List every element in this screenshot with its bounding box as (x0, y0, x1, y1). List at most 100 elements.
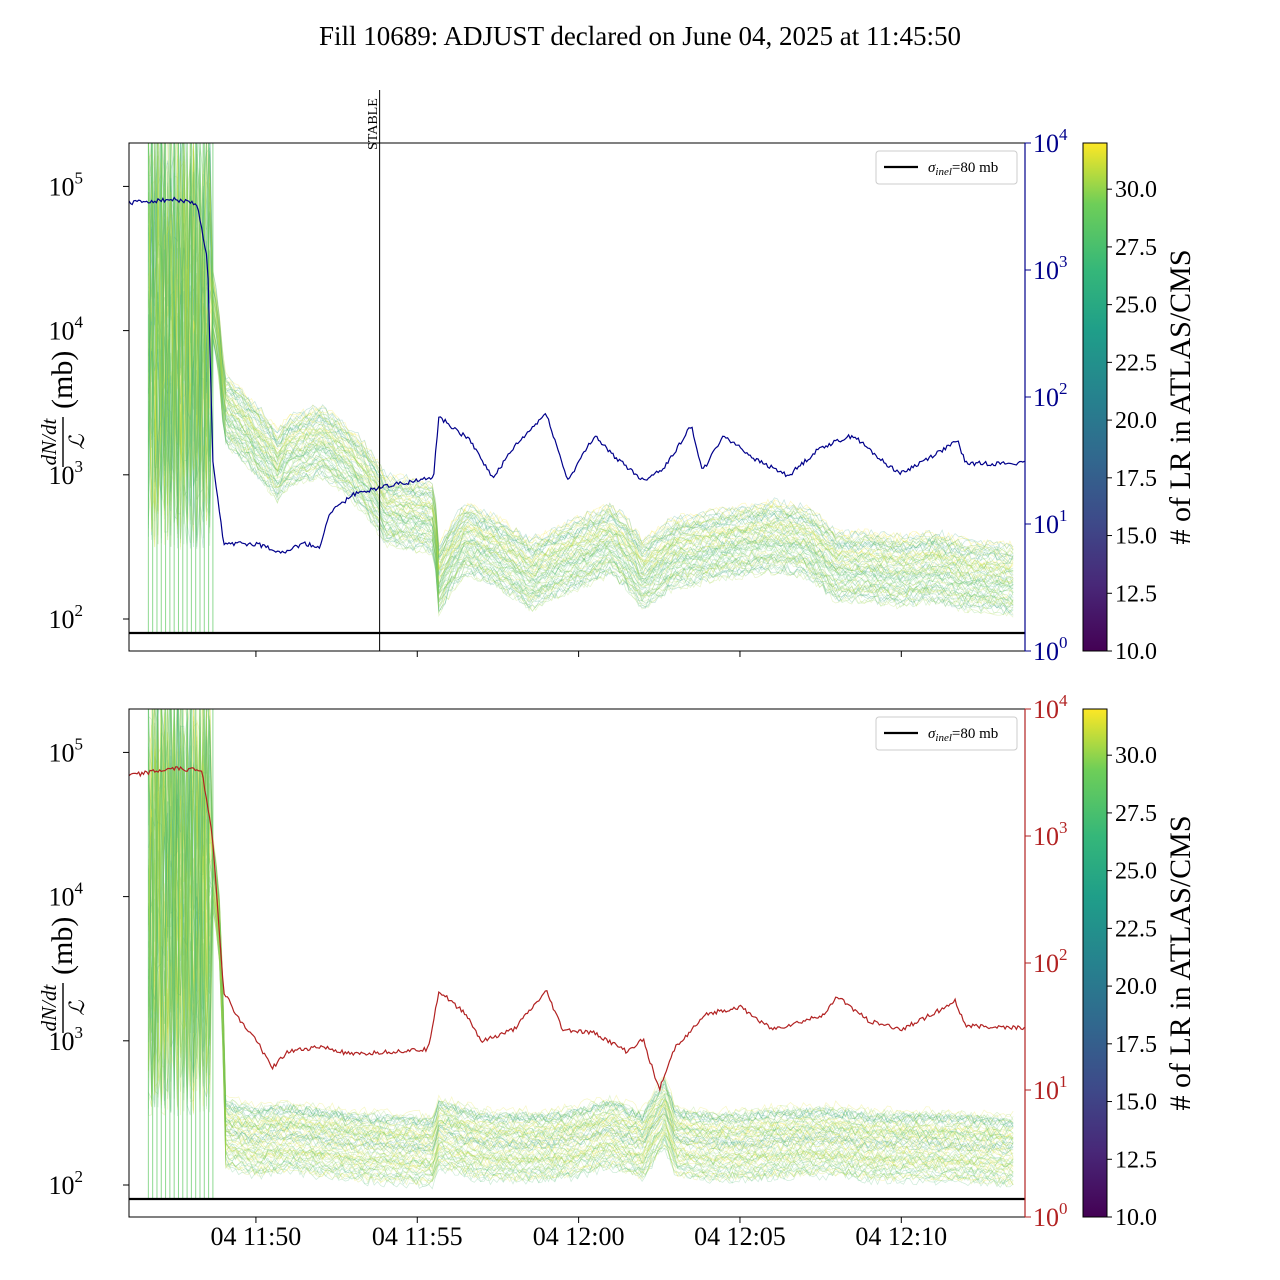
bottom-bunch-trace (148, 709, 1014, 1190)
top-bunch-trace (148, 143, 1014, 616)
bottom-bunch-trace (148, 709, 1014, 1140)
top-bunch-trace (148, 143, 1014, 572)
top-bunch-trace (148, 143, 1014, 566)
top-bunch-trace (148, 143, 1014, 576)
top-bunch-trace (148, 143, 1014, 586)
bottom-legend: σinel=80 mb (875, 716, 1018, 751)
bottom-bunch-trace (148, 709, 1014, 1155)
top-colorbar-tick-label: 25.0 (1115, 293, 1157, 319)
bottom-bunch-trace (148, 709, 1014, 1129)
bottom-bunch-trace (148, 709, 1014, 1141)
top-right-ytick-label: 102 (1033, 379, 1068, 412)
top-bunch-trace (148, 143, 1014, 607)
bottom-bunch-trace (148, 713, 1014, 1166)
bottom-bunch-trace (148, 709, 1014, 1133)
top-bunch-trace (148, 143, 1014, 577)
top-colorbar-tick-label: 15.0 (1115, 524, 1157, 550)
top-colorbar-label: # of LR in ATLAS/CMS (1164, 249, 1197, 544)
bottom-bunch-trace (148, 709, 1014, 1143)
bottom-bunch-trace (148, 709, 1014, 1130)
bottom-bunch-trace (148, 709, 1014, 1140)
bottom-bunch-trace (148, 716, 1014, 1159)
bottom-bunch-trace (148, 709, 1014, 1172)
bottom-colorbar-tick-label: 15.0 (1115, 1090, 1157, 1116)
bottom-colorbar: 10.0 12.5 15.0 17.5 20.0 22.5 25.0 27.5 30.0 # o… (1082, 708, 1197, 1231)
bottom-bunch-trace (148, 709, 1014, 1127)
top-bunch-trace (148, 143, 1014, 558)
top-y-axis-label: dN/dt ℒ (mb) (37, 351, 89, 467)
bottom-bunch-trace (148, 709, 1014, 1186)
bottom-plot-area (129, 709, 1025, 1201)
bottom-bunch-trace (148, 709, 1014, 1176)
bottom-colorbar-tick-label: 30.0 (1115, 743, 1157, 769)
bottom-bunch-trace (148, 709, 1014, 1140)
top-right-axis-series (129, 196, 1025, 554)
top-bunch-trace (148, 160, 1014, 606)
bottom-bunch-trace (148, 709, 1014, 1171)
bottom-bunch-trace (148, 709, 1014, 1150)
bottom-legend-label: σinel=80 mb (928, 726, 998, 744)
bottom-bunch-trace (148, 709, 1014, 1128)
bottom-colorbar-tick-label: 27.5 (1115, 801, 1157, 827)
top-bunch-trace (148, 189, 1014, 558)
bottom-right-ytick-label: 102 (1033, 945, 1068, 978)
top-bunch-trace (148, 155, 1014, 599)
top-ytick-label: 103 (49, 457, 84, 490)
top-ylabel-denominator: ℒ (65, 434, 89, 450)
bottom-right-ytick-label: 100 (1033, 1199, 1068, 1232)
top-bunch-trace (148, 143, 1014, 558)
bottom-ylabel-numerator: dN/dt (37, 984, 61, 1032)
top-bunch-trace (148, 143, 1014, 572)
top-bunch-trace (148, 155, 1014, 556)
bottom-ylabel-denominator: ℒ (65, 1000, 89, 1016)
top-right-ytick-label: 103 (1033, 252, 1068, 285)
top-bunch-trace (148, 143, 1014, 557)
bottom-bunch-trace (148, 709, 1014, 1186)
top-bunch-trace (148, 143, 1014, 564)
top-bunch-trace (148, 143, 1014, 553)
top-bunch-trace (148, 159, 1014, 585)
top-colorbar-tick-label: 30.0 (1115, 177, 1157, 203)
top-bunch-trace (148, 143, 1014, 573)
top-bunch-trace (148, 162, 1014, 602)
top-ytick-label: 105 (49, 168, 84, 201)
top-bunch-trace (148, 157, 1014, 588)
bottom-bunch-trace (148, 730, 1014, 1186)
top-bunch-traces (147, 143, 1014, 633)
bottom-bunch-trace (148, 709, 1014, 1177)
xtick-label: 04 11:55 (372, 1222, 463, 1251)
bottom-bunch-trace (148, 709, 1014, 1156)
bottom-colorbar-tick-label: 12.5 (1115, 1147, 1157, 1173)
top-bunch-trace (148, 143, 1014, 608)
top-bunch-trace (148, 143, 1014, 569)
top-bunch-trace (148, 150, 1014, 587)
bottom-bunch-trace (148, 709, 1014, 1122)
top-bunch-trace (148, 162, 1014, 564)
top-bunch-trace (148, 155, 1014, 606)
bottom-bunch-trace (148, 709, 1014, 1145)
top-colorbar-tick-label: 10.0 (1115, 639, 1157, 665)
bottom-ylabel-unit: (mb) (46, 917, 79, 975)
bottom-bunch-trace (148, 709, 1014, 1168)
bottom-bunch-trace (148, 709, 1014, 1153)
xtick-label: 04 12:00 (533, 1222, 625, 1251)
top-bunch-trace (148, 143, 1014, 580)
top-bunch-trace (148, 143, 1014, 613)
xtick-label: 04 12:10 (855, 1222, 947, 1251)
top-panel: 102 103 104 105 100 101 102 103 104 dN/dt ℒ (mb)… (37, 90, 1197, 666)
top-bunch-trace (148, 143, 1014, 575)
bottom-right-ytick-label: 101 (1033, 1072, 1068, 1105)
bottom-bunch-trace (148, 709, 1014, 1179)
top-bunch-trace (148, 143, 1014, 551)
top-legend: σinel=80 mb (875, 150, 1018, 185)
top-right-ytick-label: 101 (1033, 506, 1068, 539)
top-bunch-trace (148, 143, 1014, 618)
top-bunch-trace (148, 143, 1014, 583)
bottom-bunch-trace (148, 709, 1014, 1168)
top-bunch-trace (148, 143, 1014, 601)
bottom-colorbar-tick-label: 20.0 (1115, 974, 1157, 1000)
top-bunch-trace (148, 143, 1014, 590)
bottom-ytick-label: 102 (49, 1167, 84, 1200)
